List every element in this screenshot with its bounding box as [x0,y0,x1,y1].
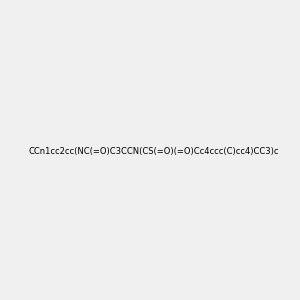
Text: CCn1cc2cc(NC(=O)C3CCN(CS(=O)(=O)Cc4ccc(C)cc4)CC3)c: CCn1cc2cc(NC(=O)C3CCN(CS(=O)(=O)Cc4ccc(C… [28,147,279,156]
